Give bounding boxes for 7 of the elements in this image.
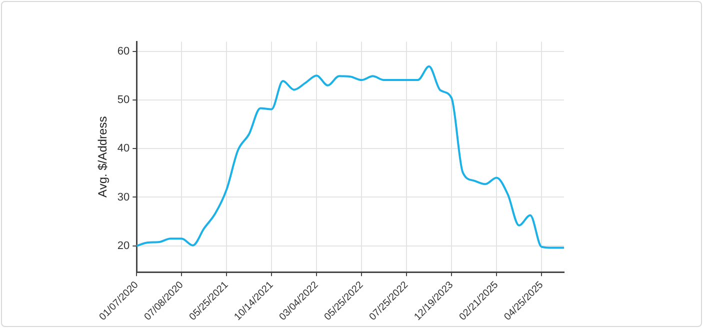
y-axis-title: Avg. $/Address: [96, 116, 110, 198]
y-tick-label: 50: [117, 94, 130, 106]
y-tick-label: 40: [117, 142, 130, 155]
line-series: [136, 65, 565, 249]
y-tick-label: 60: [117, 45, 130, 58]
y-tick-label: 30: [117, 191, 130, 204]
y-tick-label: 20: [117, 240, 130, 252]
